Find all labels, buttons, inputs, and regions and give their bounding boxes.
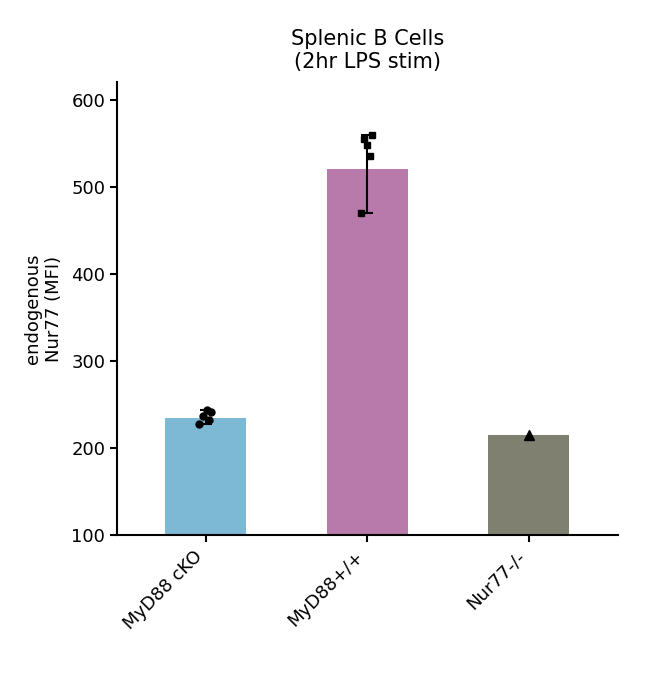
Bar: [327, 169, 408, 535]
Bar: [488, 435, 569, 535]
Y-axis label: endogenous
Nur77 (MFI): endogenous Nur77 (MFI): [24, 253, 63, 364]
Bar: [166, 418, 246, 535]
Title: Splenic B Cells
(2hr LPS stim): Splenic B Cells (2hr LPS stim): [291, 29, 444, 73]
